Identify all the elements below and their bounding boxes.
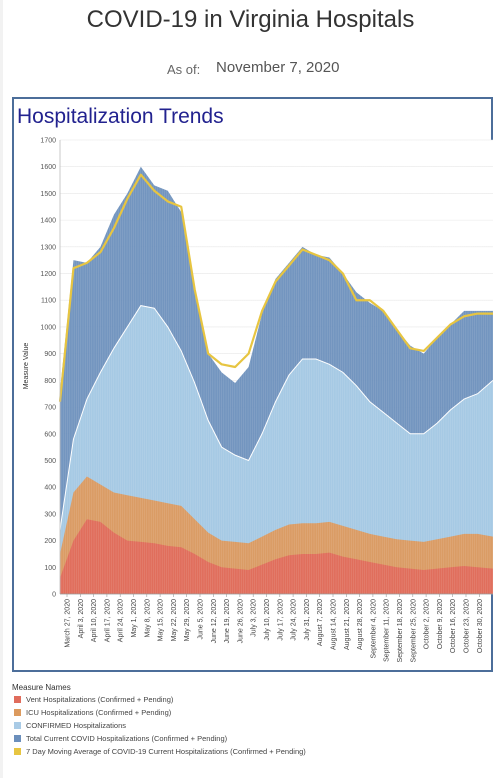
as-of-date: November 7, 2020	[216, 59, 340, 76]
page-title: COVID-19 in Virginia Hospitals	[86, 6, 415, 33]
legend-label-total: Total Current COVID Hospitalizations (Co…	[26, 734, 228, 743]
legend-label-vent: Vent Hospitalizations (Confirmed + Pendi…	[26, 695, 174, 704]
legend-item-icu: ICU Hospitalizations (Confirmed + Pendin…	[14, 708, 171, 717]
legend-label-icu: ICU Hospitalizations (Confirmed + Pendin…	[26, 708, 172, 717]
legend-swatch-moving-average	[14, 748, 21, 755]
chart-panel-title: Hospitalization Trends	[17, 105, 224, 128]
legend-label-moving-average: 7 Day Moving Average of COVID-19 Current…	[26, 747, 306, 756]
as-of-label: As of:	[167, 62, 201, 77]
legend-swatch-icu	[14, 709, 21, 716]
legend-item-total: Total Current COVID Hospitalizations (Co…	[14, 734, 227, 743]
chart-panel	[12, 97, 493, 672]
legend-swatch-confirmed	[14, 722, 21, 729]
legend-item-vent: Vent Hospitalizations (Confirmed + Pendi…	[14, 695, 173, 704]
legend-item-confirmed: CONFIRMED Hospitalizations	[14, 721, 126, 730]
left-edge-strip	[0, 0, 3, 778]
legend-label-confirmed: CONFIRMED Hospitalizations	[26, 721, 127, 730]
legend-swatch-vent	[14, 696, 21, 703]
legend-swatch-total	[14, 735, 21, 742]
legend-item-moving-average: 7 Day Moving Average of COVID-19 Current…	[14, 747, 306, 756]
legend-title: Measure Names	[12, 683, 71, 692]
